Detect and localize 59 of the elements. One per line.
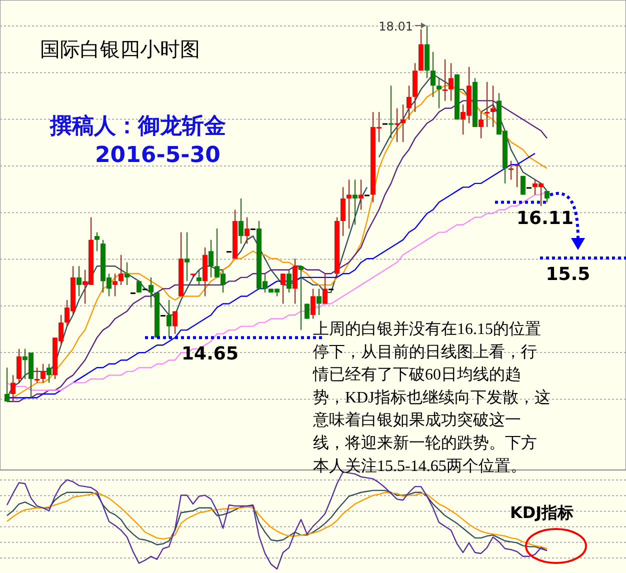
candlestick (16, 348, 22, 384)
text: KDJ指标 (510, 503, 574, 522)
text: 线，将迎来新一轮的跌势。下方 (313, 434, 537, 452)
candlestick (478, 111, 484, 139)
candlestick (430, 51, 436, 98)
candlestick (76, 266, 82, 297)
candlestick (10, 374, 16, 402)
annotation: 上周的白银并没有在16.15的位置 (313, 320, 541, 338)
candlestick (208, 239, 214, 278)
candlestick (40, 363, 46, 384)
candlestick (340, 186, 346, 237)
candlestick (292, 258, 298, 304)
annotation: 15.5 (546, 264, 590, 285)
candlestick (400, 104, 406, 143)
candlestick (148, 276, 154, 308)
candlestick (94, 232, 100, 252)
candlestick (316, 288, 322, 316)
text: 撰稿人：御龙斩金 (49, 114, 226, 139)
candlestick (436, 78, 442, 109)
candlestick (112, 273, 118, 297)
candlestick (34, 367, 40, 384)
candlestick (448, 62, 454, 102)
annotation: 18.01 (378, 20, 413, 34)
text: 国际白银四小时图 (40, 37, 200, 61)
annotation: 停下，从目前的日线图上看，行 (313, 342, 537, 361)
candlestick (184, 232, 190, 282)
candlestick (286, 269, 292, 293)
candlestick (196, 269, 202, 286)
candlestick (118, 254, 124, 286)
candlestick (172, 310, 178, 334)
candlestick (484, 81, 490, 128)
text: 意味着白银如果成功突破这一 (312, 411, 521, 430)
candlestick (490, 85, 496, 128)
candlestick (310, 288, 316, 320)
annotation: 16.11 (516, 208, 574, 230)
annotation: 本人关注15.5-14.65两个位置。 (313, 456, 526, 475)
candlestick (304, 303, 310, 320)
candlestick (298, 266, 304, 331)
candlestick (346, 179, 352, 230)
candlestick (280, 273, 286, 304)
candlestick (358, 179, 364, 210)
candlestick (46, 363, 52, 384)
candlestick (166, 299, 172, 338)
candlestick (406, 85, 412, 120)
candlestick (388, 85, 394, 139)
candlestick (508, 160, 514, 180)
candlestick (394, 108, 400, 143)
candlestick (124, 262, 130, 286)
candlestick (322, 273, 328, 304)
annotation: 势，KDJ指标也继续向下发散，这 (313, 388, 550, 406)
candlestick (238, 198, 244, 244)
candlestick (352, 179, 358, 226)
annotation: 14.65 (182, 344, 238, 365)
annotation: 情已经有了下破60日均线的趋 (312, 366, 521, 384)
candlestick (514, 164, 520, 188)
candlestick (244, 216, 250, 244)
candlestick (442, 58, 448, 102)
candlestick (4, 367, 10, 402)
annotation: 2016-5-30 (95, 143, 220, 168)
